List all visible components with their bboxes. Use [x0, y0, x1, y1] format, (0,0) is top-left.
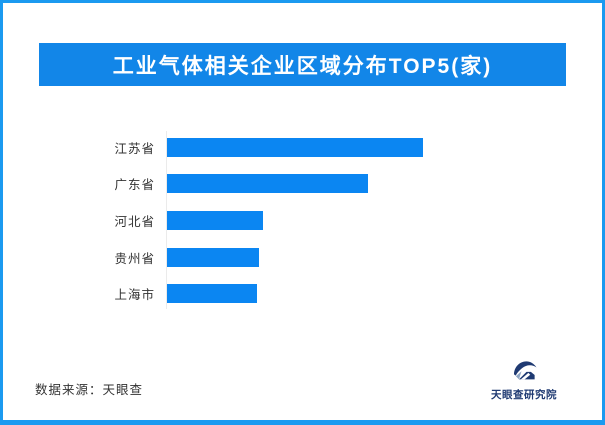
- chart-title: 工业气体相关企业区域分布TOP5(家): [112, 54, 493, 78]
- bar-track: [167, 174, 423, 194]
- bar-track: [167, 210, 423, 230]
- logo-text: 天眼查研究院: [491, 389, 557, 401]
- tianyancha-logo-icon: [514, 361, 537, 380]
- bar: [167, 137, 423, 157]
- bar: [167, 210, 263, 230]
- bar-track: [167, 284, 423, 304]
- chart-title-banner: 工业气体相关企业区域分布TOP5(家): [39, 43, 566, 86]
- chart-rows: 江苏省广东省河北省贵州省上海市: [3, 129, 602, 312]
- bar: [167, 174, 368, 194]
- category-label: 广东省: [114, 178, 155, 193]
- category-label: 贵州省: [114, 251, 155, 266]
- chart-row: 江苏省: [3, 129, 602, 166]
- data-source-caption: 数据来源：天眼查: [35, 383, 144, 397]
- bar: [167, 284, 257, 304]
- chart-row: 河北省: [3, 202, 602, 239]
- bar: [167, 247, 259, 267]
- chart-row: 上海市: [3, 275, 602, 312]
- category-label: 河北省: [114, 214, 155, 229]
- chart-row: 贵州省: [3, 239, 602, 276]
- bar-track: [167, 137, 423, 157]
- category-label: 江苏省: [114, 141, 155, 156]
- bar-track: [167, 247, 423, 267]
- category-label: 上海市: [114, 288, 155, 303]
- tianyancha-research-logo: 天眼查研究院: [472, 355, 576, 402]
- chart-row: 广东省: [3, 166, 602, 203]
- y-axis-line: [166, 131, 167, 309]
